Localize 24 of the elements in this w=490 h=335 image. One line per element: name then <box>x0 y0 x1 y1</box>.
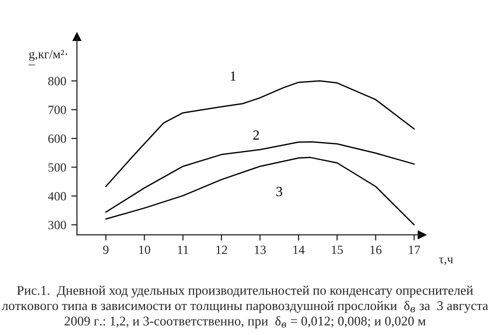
text: Рис.1. Дневной ход удельных производительностей по конденсату опреснителей лоткового типа в зависимости от толщины паровоздушной прослойки δ$_{в}$ за 3 августа 2009 г.: 1,2, и 3-соответственно, при δ$_{в}$ = 0,012; 0,008; и 0,020 м <box>2 286 488 328</box>
x-tick-label: 10 <box>139 246 150 254</box>
x-tick-label: 13 <box>254 246 266 254</box>
series-label: 1 <box>230 71 236 81</box>
line-series <box>105 156 415 226</box>
line-series <box>105 141 415 213</box>
y-tick-label: 400 <box>48 192 66 200</box>
y-tick-label: 800 <box>48 76 66 86</box>
series-label: 3 <box>276 186 282 196</box>
y-axis-title: g,кг/м²· – <box>28 50 68 66</box>
x-tick-label: 9 <box>103 246 108 254</box>
series-label: 2 <box>253 130 259 140</box>
y-tick-label: 300 <box>48 220 66 230</box>
y-tick-label: 600 <box>48 134 66 143</box>
y-tick-label: 700 <box>48 106 66 114</box>
x-tick-label: 14 <box>293 246 305 254</box>
x-tick-label: 17 <box>409 246 420 254</box>
y-tick-label: 500 <box>48 163 66 172</box>
line-series <box>105 80 415 188</box>
x-axis-title: τ,ч <box>439 258 453 266</box>
x-tick-label: 11 <box>178 246 188 254</box>
x-tick-label: 16 <box>370 246 382 254</box>
x-tick-label: 15 <box>332 246 343 254</box>
x-tick-label: 12 <box>216 246 228 254</box>
